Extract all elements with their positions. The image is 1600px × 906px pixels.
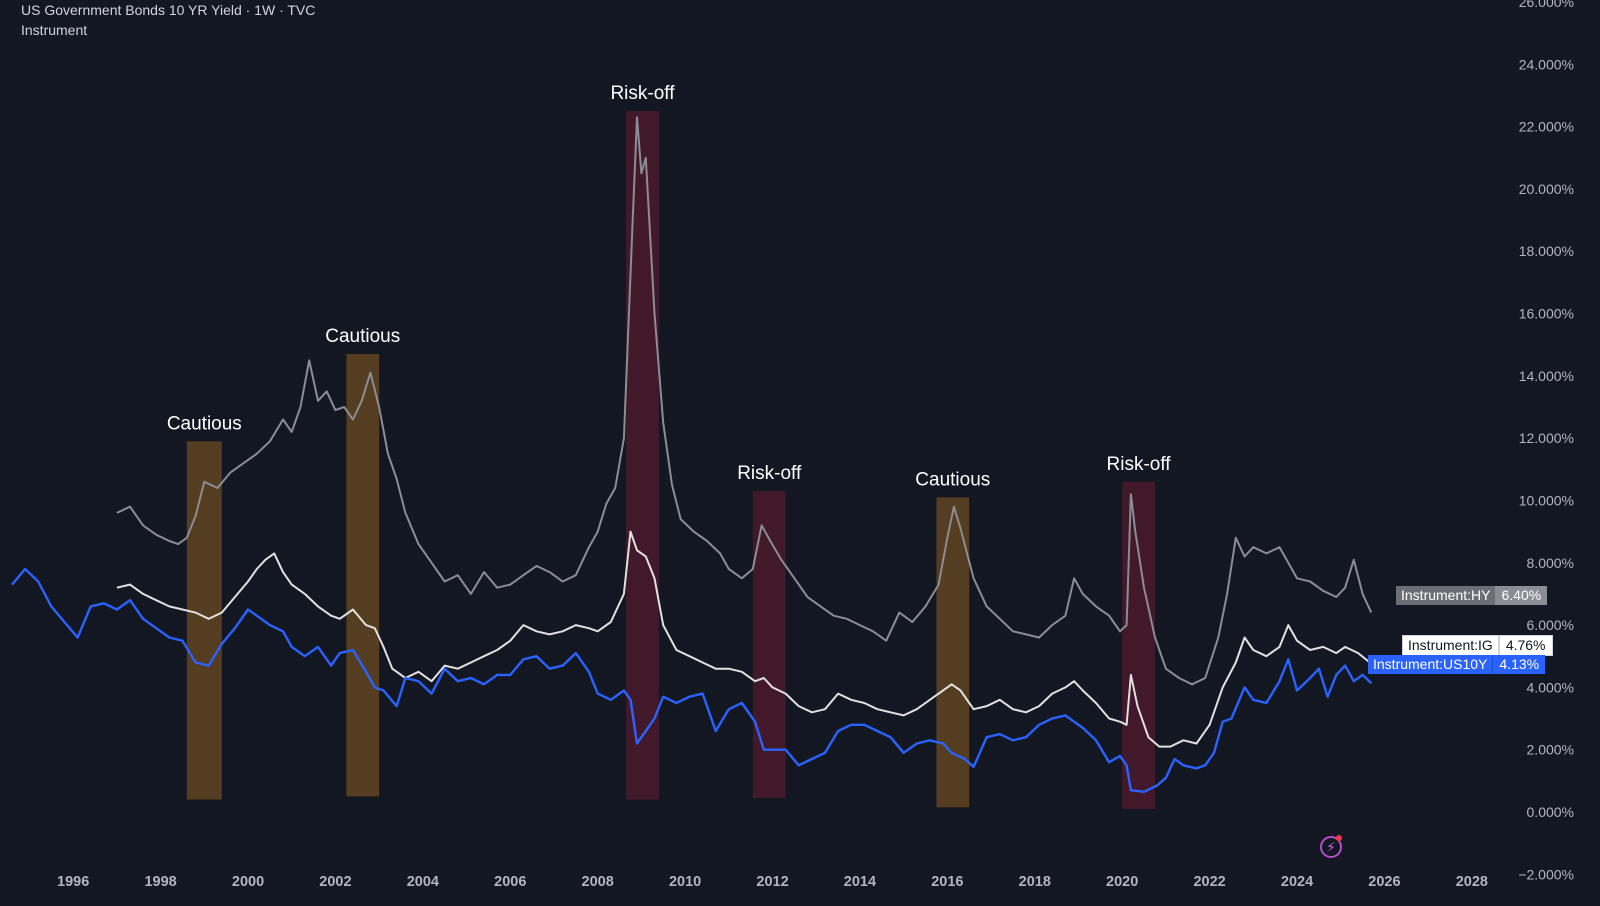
series-line-hy[interactable]	[116, 116, 1373, 686]
y-tick-label: 10.000%	[1519, 492, 1574, 508]
instrument-legend[interactable]: Instrument	[21, 22, 88, 38]
regime-band-cautious	[186, 441, 222, 800]
x-tick-label: 2002	[319, 874, 351, 890]
x-tick-label: 2020	[1106, 874, 1138, 890]
x-tick-label: 2026	[1368, 874, 1400, 890]
regime-label-cautious: Cautious	[325, 326, 400, 347]
x-tick-label: 1998	[144, 874, 176, 890]
y-tick-label: 16.000%	[1519, 306, 1574, 322]
regime-label-cautious: Cautious	[915, 469, 990, 490]
y-tick-label: 22.000%	[1519, 119, 1574, 135]
x-tick-label: 2010	[669, 874, 701, 890]
x-tick-label: 2014	[844, 874, 876, 890]
x-tick-label: 2000	[232, 874, 264, 890]
regime-band-riskoff	[1122, 481, 1155, 809]
regime-label-riskoff: Risk-off	[610, 83, 675, 104]
x-tick-label: 2008	[582, 874, 614, 890]
y-tick-label: 26.000%	[1519, 0, 1574, 10]
price-tag-us10y-value: 4.13%	[1492, 655, 1546, 674]
lightning-icon[interactable]: ⚡	[1320, 836, 1342, 858]
y-tick-label: 0.000%	[1527, 804, 1574, 820]
x-tick-label: 2018	[1019, 874, 1051, 890]
price-tag-us10y-name: Instrument:US10Y	[1368, 655, 1493, 674]
y-tick-label: 14.000%	[1519, 368, 1574, 384]
x-axis[interactable]: 1996 1998 2000 2002 2004 2006 2008 2010 2012 2014…	[57, 874, 1488, 890]
x-tick-label: 2016	[931, 874, 963, 890]
regime-band-cautious	[346, 354, 380, 797]
y-tick-label: 20.000%	[1519, 181, 1574, 197]
price-tag-ig-value: 4.76%	[1498, 635, 1553, 656]
series-lines[interactable]	[11, 116, 1373, 793]
y-tick-label: 6.000%	[1527, 617, 1574, 633]
price-tag-hy-value: 6.40%	[1495, 586, 1548, 605]
regime-label-cautious: Cautious	[167, 413, 242, 434]
regime-label-riskoff: Risk-off	[1107, 454, 1172, 475]
x-tick-label: 2006	[494, 874, 526, 890]
price-tag-hy[interactable]: Instrument:HY 6.40%	[1396, 586, 1548, 605]
price-tag-us10y[interactable]: Instrument:US10Y 4.13%	[1368, 655, 1546, 674]
regime-band-cautious	[936, 497, 970, 808]
x-tick-label: 2022	[1193, 874, 1225, 890]
y-tick-label: −2.000%	[1518, 866, 1574, 882]
regime-band-riskoff	[626, 111, 659, 800]
regime-labels: Cautious Cautious Risk-off Risk-off Cautious…	[167, 83, 1171, 490]
series-line-us10y[interactable]	[11, 567, 1373, 793]
y-tick-label: 24.000%	[1519, 56, 1574, 72]
y-tick-label: 4.000%	[1527, 679, 1574, 695]
y-tick-label: 2.000%	[1527, 742, 1574, 758]
notification-dot	[1336, 835, 1342, 841]
price-tag-hy-name: Instrument:HY	[1396, 586, 1496, 605]
x-tick-label: 2012	[756, 874, 788, 890]
y-tick-label: 8.000%	[1527, 555, 1574, 571]
y-tick-label: 18.000%	[1519, 243, 1574, 259]
price-tag-ig-name: Instrument:IG	[1402, 635, 1499, 656]
y-axis[interactable]: 26.000% 24.000% 22.000% 20.000% 18.000% 16.00…	[1518, 0, 1574, 882]
x-tick-label: 2028	[1456, 874, 1488, 890]
regime-label-riskoff: Risk-off	[737, 463, 802, 484]
x-tick-label: 2024	[1281, 874, 1313, 890]
x-tick-label: 1996	[57, 874, 89, 890]
chart-title[interactable]: US Government Bonds 10 YR Yield · 1W · T…	[21, 2, 316, 18]
x-tick-label: 2004	[407, 874, 439, 890]
price-tag-ig[interactable]: Instrument:IG 4.76%	[1402, 635, 1553, 656]
y-tick-label: 12.000%	[1519, 430, 1574, 446]
series-line-ig[interactable]	[116, 530, 1372, 748]
regime-bands	[186, 111, 1155, 809]
